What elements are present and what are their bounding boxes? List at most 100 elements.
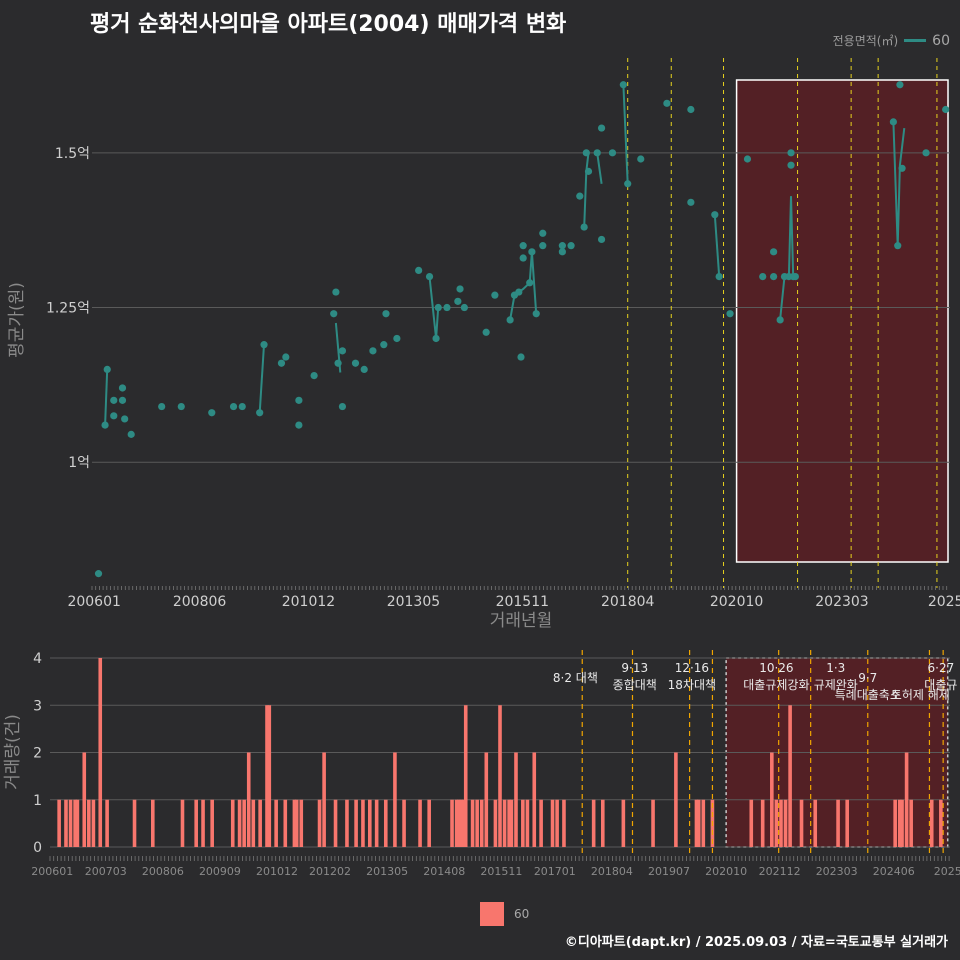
- volume-bar: [498, 705, 502, 847]
- price-point: [415, 266, 423, 274]
- x-tick-label-bottom: 200909: [199, 865, 241, 878]
- y-tick-label: 1억: [68, 455, 90, 471]
- volume-bar: [701, 799, 706, 847]
- price-point: [295, 421, 303, 429]
- x-tick-label: 202303: [815, 594, 868, 610]
- x-tick-label: 202010: [710, 594, 763, 610]
- price-point: [711, 211, 719, 219]
- price-point: [260, 341, 268, 349]
- price-point: [310, 372, 318, 380]
- price-point: [519, 242, 527, 250]
- volume-bar: [532, 752, 537, 847]
- policy-annotation: 9·13: [621, 661, 648, 675]
- policy-annotation: 대출규: [924, 678, 957, 692]
- volume-bar: [393, 752, 397, 847]
- price-point: [295, 396, 303, 404]
- volume-bar: [132, 799, 137, 847]
- price-point: [456, 285, 464, 293]
- price-line-segment: [104, 369, 109, 426]
- volume-bar: [770, 752, 774, 847]
- volume-bar: [470, 799, 475, 847]
- volume-bar: [150, 799, 155, 847]
- price-point: [759, 272, 767, 281]
- volume-bar: [509, 799, 514, 847]
- legend-bar-label: 60: [514, 907, 530, 921]
- volume-bar: [507, 799, 511, 847]
- volume-bar: [246, 752, 251, 847]
- price-point: [380, 341, 388, 349]
- volume-bar: [674, 752, 678, 847]
- volume-bar: [294, 799, 299, 847]
- policy-annotation: 대출규제강화: [743, 678, 809, 692]
- price-point: [637, 155, 645, 163]
- volume-bar: [82, 752, 87, 847]
- volume-bar: [322, 752, 326, 847]
- policy-annotation: 9·7: [858, 671, 877, 685]
- price-line-segment: [622, 84, 629, 184]
- price-point: [743, 155, 752, 163]
- price-point: [460, 303, 468, 312]
- price-line-segment: [713, 214, 721, 277]
- x-tick-label-bottom: 201511: [480, 865, 522, 878]
- price-point: [332, 288, 340, 296]
- volume-bar: [461, 799, 466, 847]
- price-point: [443, 303, 451, 312]
- price-point: [608, 149, 617, 157]
- price-point: [567, 242, 575, 250]
- volume-bar: [194, 799, 198, 847]
- x-tick-label-bottom: 201408: [423, 865, 465, 878]
- volume-bar: [696, 799, 701, 847]
- volume-bar: [555, 799, 559, 847]
- volume-bar: [845, 799, 850, 847]
- x-tick-label: 201305: [387, 594, 440, 610]
- price-point: [898, 164, 906, 172]
- x-tick-label-bottom: 201701: [534, 865, 576, 878]
- highlight-region-top: [735, 79, 949, 563]
- volume-bar: [418, 799, 422, 847]
- legend-title: 전용면적(㎡): [832, 34, 899, 48]
- price-point: [158, 402, 166, 411]
- credit-text: ©디아파트(dapt.kr) / 2025.09.03 / 자료=국토교통부 실…: [564, 935, 948, 950]
- price-point: [515, 288, 523, 296]
- price-point: [434, 303, 442, 312]
- legend-series-label: 60: [932, 32, 950, 49]
- price-line-segment: [509, 251, 538, 321]
- price-point: [229, 402, 238, 411]
- price-point: [277, 359, 286, 367]
- price-point: [770, 248, 778, 256]
- y-tick-label-bottom: 4: [33, 651, 42, 667]
- x-tick-label: 200806: [173, 594, 227, 610]
- volume-bar: [521, 799, 525, 847]
- price-point: [726, 310, 734, 318]
- volume-bar: [383, 799, 388, 847]
- volume-bar: [621, 799, 626, 847]
- price-point: [539, 229, 547, 237]
- x-tick-label-bottom: 201012: [256, 865, 298, 878]
- policy-annotation: 12·16: [675, 661, 709, 675]
- price-point: [558, 248, 566, 256]
- volume-bar: [267, 705, 272, 847]
- price-point: [338, 347, 347, 355]
- price-point: [526, 279, 534, 287]
- volume-bar: [242, 799, 246, 847]
- price-point: [506, 316, 514, 324]
- volume-legend: 60: [480, 902, 529, 926]
- price-point: [624, 180, 632, 188]
- y-tick-label-bottom: 0: [33, 840, 42, 856]
- volume-bar: [64, 799, 68, 847]
- x-tick-label-bottom: 200703: [85, 865, 127, 878]
- price-point: [776, 316, 784, 324]
- volume-bar: [87, 799, 91, 847]
- price-point: [110, 412, 118, 420]
- price-point: [787, 161, 795, 169]
- price-point: [118, 396, 127, 404]
- volume-bar: [651, 799, 655, 847]
- volume-bar: [514, 752, 518, 847]
- policy-annotation: 8·2 대책: [553, 670, 598, 685]
- volume-bar: [502, 799, 507, 847]
- y-tick-label-bottom: 3: [33, 698, 42, 714]
- price-point: [787, 149, 795, 157]
- volume-bar: [591, 799, 596, 847]
- policy-annotation: 규제완화: [814, 678, 858, 692]
- volume-bar: [180, 799, 185, 847]
